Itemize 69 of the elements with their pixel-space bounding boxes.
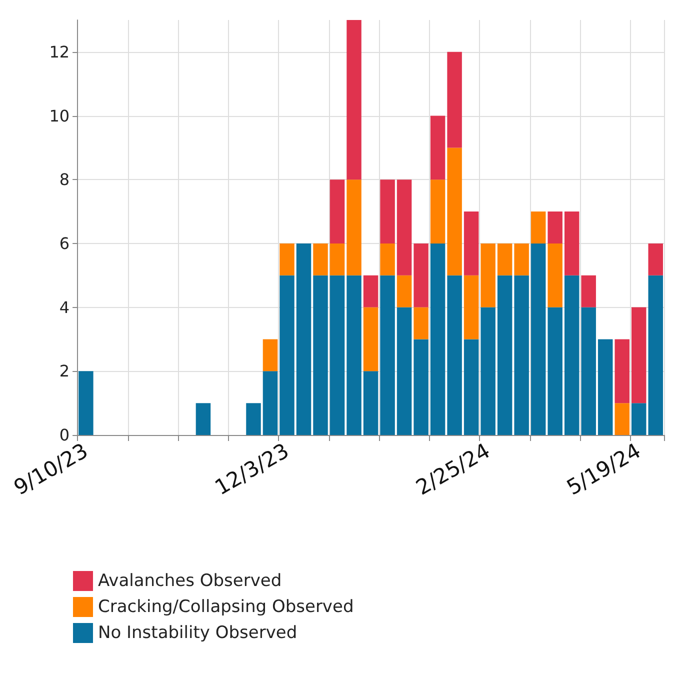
bar (447, 148, 462, 276)
bar (396, 307, 412, 435)
bar (346, 275, 362, 435)
bar (78, 371, 94, 435)
bar (262, 339, 278, 372)
bar (414, 243, 428, 308)
bar (296, 243, 312, 435)
bar (548, 243, 562, 308)
bar (648, 243, 663, 276)
legend-label: No Instability Observed (98, 623, 298, 643)
bar (648, 275, 663, 435)
bar (414, 307, 428, 340)
bar (196, 403, 211, 435)
y-tick-label: 0 (59, 426, 70, 444)
bar (430, 243, 446, 435)
bar (380, 275, 395, 435)
bar (497, 243, 512, 276)
bar (530, 212, 546, 244)
bar (346, 20, 362, 180)
bar (414, 339, 428, 435)
bar (313, 275, 328, 435)
bar (447, 52, 462, 148)
legend-label: Avalanches Observed (98, 571, 282, 591)
bar (363, 371, 378, 435)
bar (480, 243, 496, 308)
bar (396, 275, 412, 308)
bar (380, 243, 395, 276)
bar (631, 403, 646, 435)
bar (346, 180, 362, 276)
bar (280, 243, 294, 276)
y-tick-label: 4 (59, 298, 70, 317)
bar (464, 212, 479, 276)
bar (447, 275, 462, 435)
bar (614, 339, 630, 404)
bar (548, 307, 562, 435)
bar (631, 307, 646, 404)
bar (598, 339, 613, 435)
bar (497, 275, 512, 435)
y-tick-label: 6 (59, 234, 70, 253)
legend-label: Cracking/Collapsing Observed (98, 597, 354, 617)
bar (330, 275, 345, 435)
bar (330, 180, 345, 244)
y-tick-label: 8 (59, 170, 70, 190)
bar (363, 307, 378, 372)
bar (530, 243, 546, 435)
bar (313, 243, 328, 276)
bar (514, 275, 529, 435)
bar (262, 371, 278, 435)
bar (396, 180, 412, 276)
bar (430, 180, 446, 244)
bar (514, 243, 529, 276)
bar (464, 275, 479, 340)
bar (581, 307, 596, 435)
bar (464, 339, 479, 435)
bar (280, 275, 294, 435)
y-tick-label: 12 (49, 42, 70, 62)
bar (480, 307, 496, 435)
bar (380, 180, 395, 244)
y-tick-label: 2 (59, 362, 70, 381)
bar (363, 275, 378, 308)
bar (564, 275, 580, 435)
bar (581, 275, 596, 308)
bar (614, 403, 630, 435)
y-tick-label: 10 (49, 106, 70, 126)
bar (564, 212, 580, 276)
bar (430, 116, 446, 180)
bar (246, 403, 261, 435)
bar (548, 212, 562, 244)
bar (330, 243, 345, 276)
